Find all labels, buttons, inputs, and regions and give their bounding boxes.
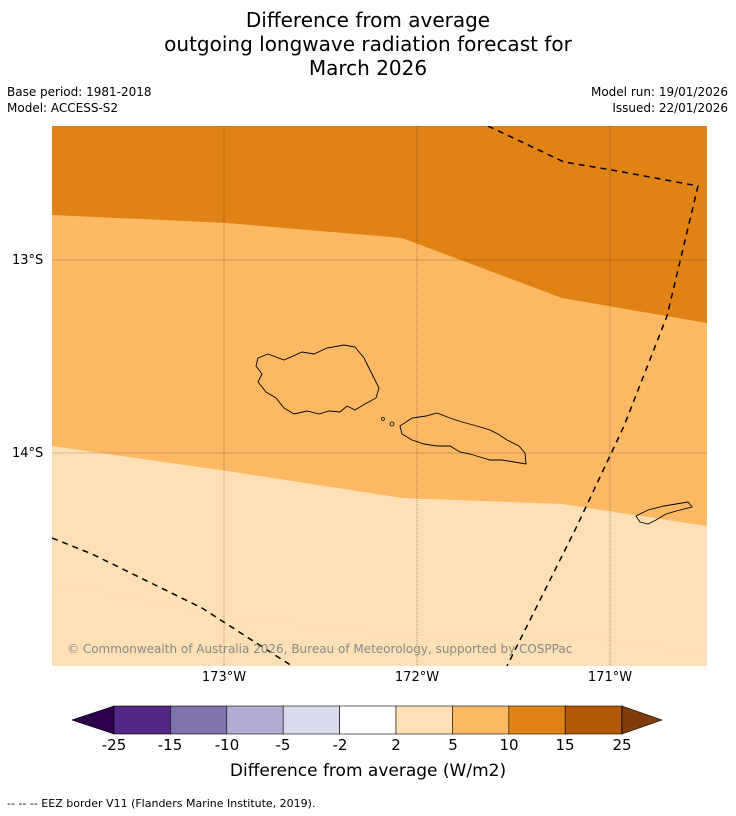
colorbar-segment (282, 705, 340, 735)
colorbar-segment (339, 705, 397, 735)
model-name: Model: ACCESS-S2 (7, 101, 119, 115)
colorbar-segment (170, 705, 228, 735)
issued-date: Issued: 22/01/2026 (612, 101, 728, 115)
lat-label-14s: 14°S (12, 446, 44, 461)
lon-label-172w: 172°W (394, 670, 440, 685)
colorbar-segment (508, 705, 566, 735)
colorbar-tick: 5 (448, 736, 458, 754)
island-tutuila (635, 501, 693, 525)
title-line-2: outgoing longwave radiation forecast for (164, 32, 572, 56)
anomaly-band-2-5 (52, 446, 707, 666)
colorbar-tick: -2 (332, 736, 348, 754)
colorbar-over-arrow (621, 705, 663, 735)
eez-border-west (52, 537, 293, 666)
colorbar-tick: 2 (391, 736, 401, 754)
title-line-3: March 2026 (308, 56, 428, 80)
lat-label-13s: 13°S (12, 253, 44, 268)
map-area (52, 126, 707, 666)
base-period: Base period: 1981-2018 (7, 85, 152, 99)
meta-left: Base period: 1981-2018 Model: ACCESS-S2 (7, 84, 152, 116)
colorbar-label: Difference from average (W/m2) (229, 761, 507, 781)
chart-title: Difference from average outgoing longwav… (0, 8, 736, 80)
island-savaii (255, 344, 380, 415)
colorbar-segment (564, 705, 622, 735)
colorbar-tick: 10 (499, 736, 519, 754)
gridlines (223, 126, 611, 666)
anomaly-band-5-10-lower (52, 585, 707, 666)
colorbar-segment (452, 705, 510, 735)
island-manono (389, 421, 395, 427)
colorbar-segment (395, 705, 453, 735)
colorbar-segments (113, 705, 622, 735)
island-apolima (381, 417, 385, 421)
colorbar-tick: -10 (214, 736, 240, 754)
eez-border-east (487, 126, 699, 666)
colorbar-tick: 15 (555, 736, 575, 754)
colorbar-segment (113, 705, 171, 735)
gridlines-lat (52, 259, 707, 454)
island-upolu (399, 412, 527, 465)
colorbar-under-arrow (72, 705, 115, 735)
lon-label-173w: 173°W (201, 670, 247, 685)
colorbar-tick: -25 (101, 736, 127, 754)
copyright-notice: © Commonwealth of Australia 2026, Bureau… (67, 642, 573, 656)
colorbar-tick: -5 (275, 736, 291, 754)
title-line-1: Difference from average (245, 8, 491, 32)
colorbar (72, 705, 663, 735)
lon-label-171w: 171°W (587, 670, 633, 685)
eez-footnote: -- -- -- EEZ border V11 (Flanders Marine… (7, 797, 316, 810)
colorbar-tick: 25 (612, 736, 632, 754)
model-run-date: Model run: 19/01/2026 (590, 85, 728, 99)
meta-right: Model run: 19/01/2026 Issued: 22/01/2026 (591, 84, 728, 116)
colorbar-segment (226, 705, 284, 735)
colorbar-tick: -15 (157, 736, 183, 754)
